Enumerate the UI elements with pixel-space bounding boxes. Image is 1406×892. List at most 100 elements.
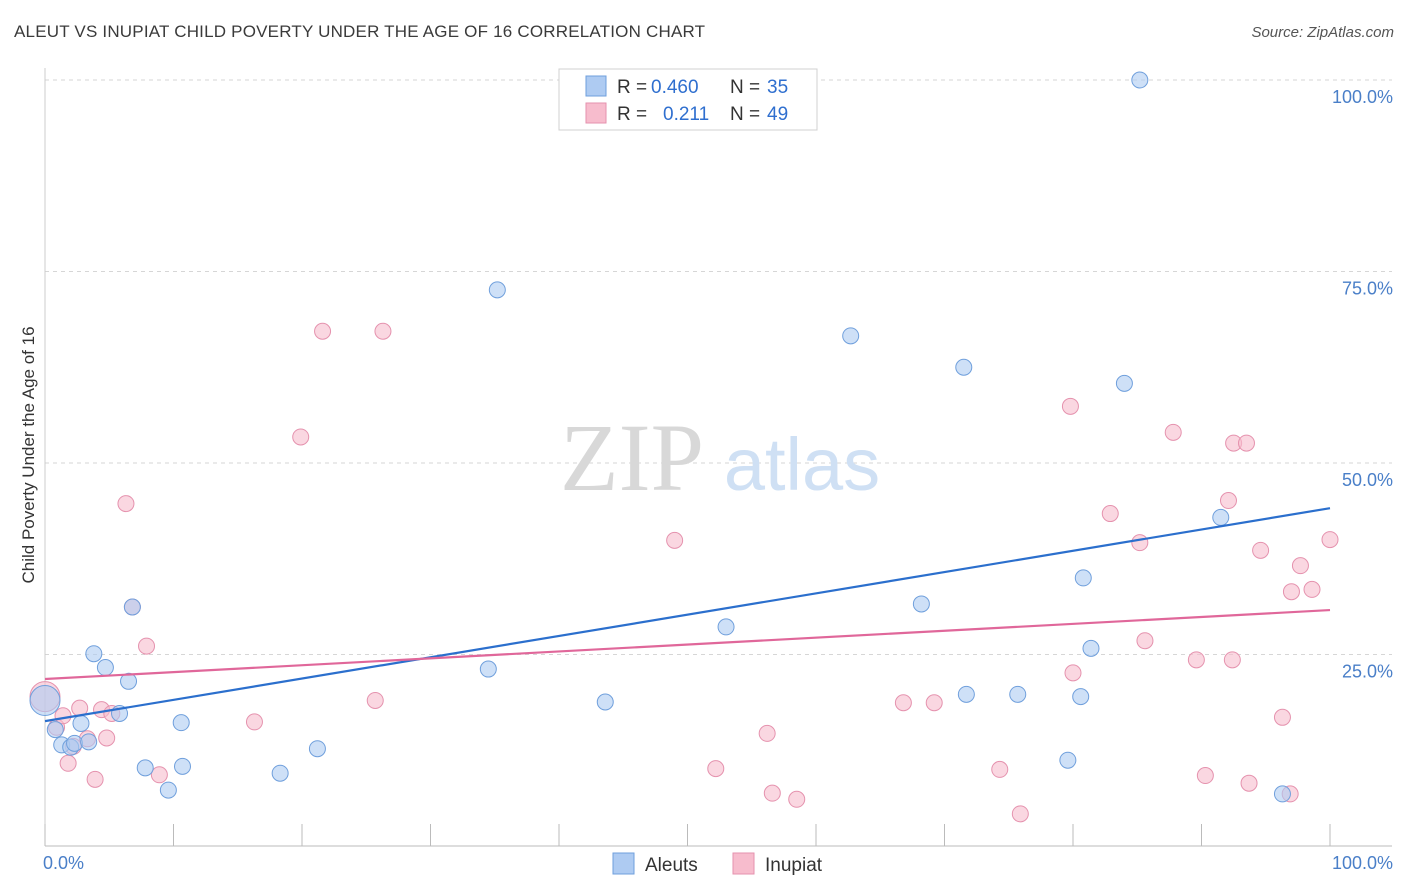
stats-aleuts-n-label: N = — [730, 77, 760, 98]
inupiat-point-30 — [1064, 664, 1082, 682]
aleut-point-12 — [136, 759, 154, 777]
inupiat-point-47 — [1303, 580, 1321, 598]
inupiat-point-29 — [1061, 397, 1079, 415]
inupiat-point-18 — [366, 691, 384, 709]
inupiat-point-7 — [86, 770, 104, 788]
aleut-point-27 — [1059, 751, 1077, 769]
y-tick-label-2: 75.0% — [1342, 279, 1393, 299]
trend-lines — [44, 507, 1331, 723]
aleut-point-13 — [159, 781, 177, 799]
legend-swatch-inupiat — [732, 852, 755, 875]
inupiat-point-35 — [1187, 651, 1205, 669]
aleut-trend-line — [44, 507, 1331, 723]
aleut-point-34 — [1273, 785, 1291, 803]
inupiat-point-14 — [150, 766, 168, 784]
aleut-point-33 — [1212, 508, 1230, 526]
source-label: Source: ZipAtlas.com — [1251, 24, 1394, 41]
stats-inupiat-n: 49 — [767, 104, 788, 125]
inupiat-point-33 — [1136, 632, 1154, 650]
stats-legend: R = 0.460 N = 35 R = 0.211 N = 49 — [558, 68, 818, 131]
inupiat-point-3 — [59, 754, 77, 772]
aleut-point-23 — [912, 595, 930, 613]
legend-label-inupiat: Inupiat — [765, 855, 823, 876]
aleut-point-10 — [120, 672, 138, 690]
inupiat-point-13 — [138, 637, 156, 655]
inupiat-point-36 — [1196, 767, 1214, 785]
stats-inupiat-r: 0.211 — [663, 104, 709, 125]
legend-label-aleuts: Aleuts — [645, 855, 698, 876]
aleut-point-16 — [271, 764, 289, 782]
inupiat-point-42 — [1252, 541, 1270, 559]
inupiat-point-40 — [1237, 434, 1255, 452]
aleut-point-20 — [596, 693, 614, 711]
aleut-point-28 — [1072, 688, 1090, 706]
aleut-point-7 — [85, 645, 103, 663]
inupiat-point-19 — [374, 322, 392, 340]
inupiat-point-32 — [1131, 534, 1149, 552]
aleut-point-5 — [72, 714, 90, 732]
inupiat-point-17 — [314, 322, 332, 340]
inupiat-point-48 — [1321, 531, 1339, 549]
inupiat-point-41 — [1240, 774, 1258, 792]
aleut-point-15 — [173, 757, 191, 775]
y-tick-label-3: 100.0% — [1332, 87, 1393, 107]
grid-lines — [45, 79, 1392, 655]
inupiat-point-9 — [98, 729, 116, 747]
inupiat-point-37 — [1219, 492, 1237, 510]
chart-title: ALEUT VS INUPIAT CHILD POVERTY UNDER THE… — [14, 22, 706, 41]
y-tick-label-0: 25.0% — [1342, 662, 1393, 682]
aleut-point-25 — [957, 685, 975, 703]
inupiat-point-26 — [925, 694, 943, 712]
watermark-atlas: atlas — [724, 423, 880, 506]
aleut-point-24 — [955, 358, 973, 376]
y-axis-title: Child Poverty Under the Age of 16 — [19, 326, 38, 583]
inupiat-point-43 — [1273, 708, 1291, 726]
aleut-point-26 — [1009, 685, 1027, 703]
inupiat-point-16 — [292, 428, 310, 446]
aleut-point-0 — [29, 684, 61, 716]
watermark: ZIP atlas — [560, 404, 880, 511]
tick-labels: 25.0% 50.0% 75.0% 100.0% 0.0% 100.0% — [43, 87, 1393, 873]
aleut-point-18 — [479, 660, 497, 678]
inupiat-point-27 — [991, 760, 1009, 778]
data-points — [29, 71, 1339, 823]
watermark-zip: ZIP — [560, 404, 704, 511]
aleut-point-6 — [80, 733, 98, 751]
aleut-point-4 — [66, 734, 84, 752]
aleut-point-11 — [123, 598, 141, 616]
inupiat-point-23 — [763, 784, 781, 802]
inupiat-point-46 — [1291, 557, 1309, 575]
inupiat-point-38 — [1223, 651, 1241, 669]
inupiat-point-11 — [117, 495, 135, 513]
aleut-point-8 — [96, 659, 114, 677]
aleut-point-19 — [488, 281, 506, 299]
inupiat-point-15 — [245, 713, 263, 731]
aleut-point-32 — [1131, 71, 1149, 89]
inupiat-point-25 — [894, 694, 912, 712]
inupiat-trend-line — [44, 608, 1331, 681]
aleut-point-1 — [46, 721, 64, 739]
stats-aleuts-r: 0.460 — [651, 77, 699, 98]
aleut-point-21 — [717, 618, 735, 636]
x-tick-label-1: 100.0% — [1332, 853, 1393, 873]
stats-aleuts-r-label: R = — [617, 77, 647, 98]
inupiat-point-22 — [758, 724, 776, 742]
inupiat-point-31 — [1101, 505, 1119, 523]
aleut-point-14 — [172, 714, 190, 732]
inupiat-point-34 — [1164, 423, 1182, 441]
stats-inupiat-r-label: R = — [617, 104, 647, 125]
aleut-point-29 — [1074, 569, 1092, 587]
inupiat-point-20 — [666, 531, 684, 549]
series-legend: Aleuts Inupiat — [612, 852, 823, 876]
stats-swatch-inupiat — [585, 102, 607, 124]
stats-aleuts-n: 35 — [767, 77, 788, 98]
axes — [44, 68, 1392, 847]
aleut-point-31 — [1115, 374, 1133, 392]
aleut-point-30 — [1082, 639, 1100, 657]
legend-swatch-aleuts — [612, 852, 635, 875]
inupiat-point-45 — [1282, 583, 1300, 601]
y-tick-label-1: 50.0% — [1342, 470, 1393, 490]
aleut-point-17 — [308, 740, 326, 758]
inupiat-point-24 — [788, 790, 806, 808]
